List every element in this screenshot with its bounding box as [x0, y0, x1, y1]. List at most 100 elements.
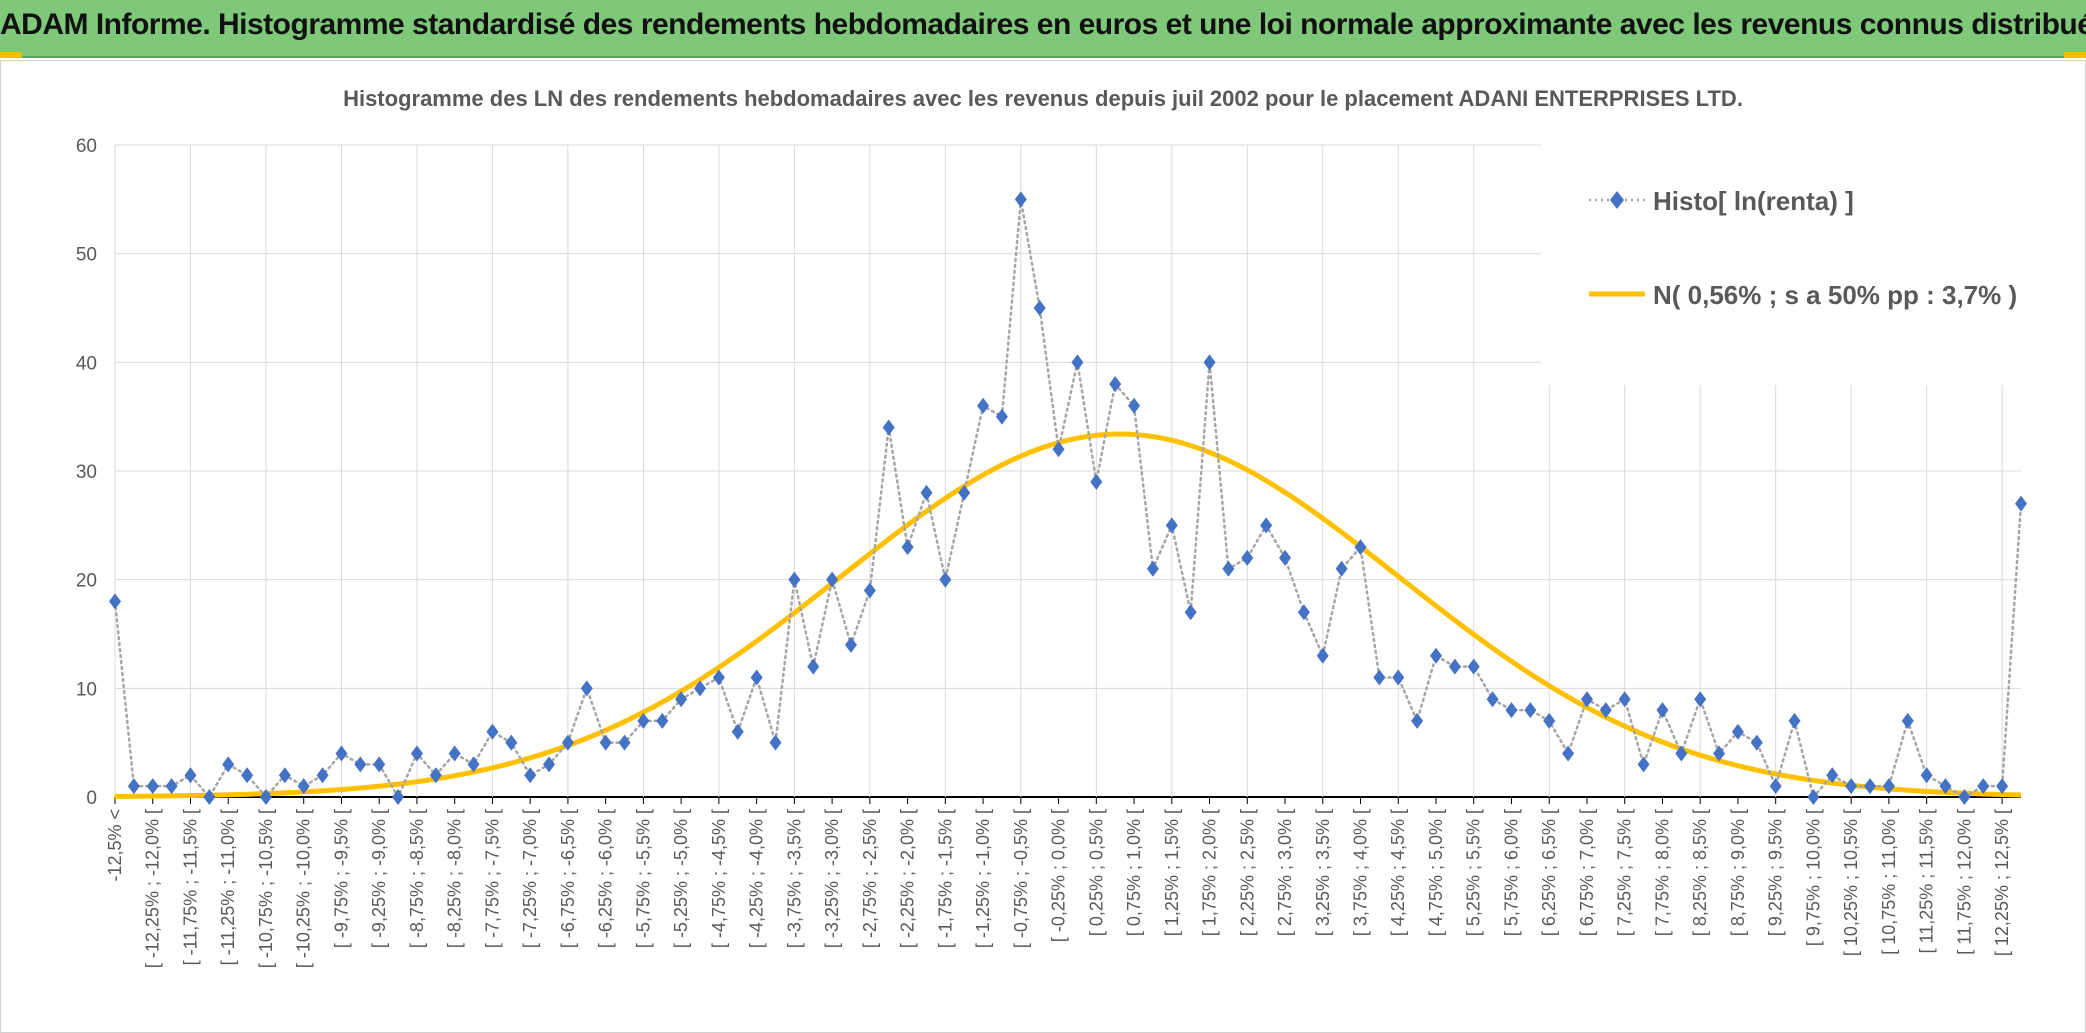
histogram-point [1109, 376, 1122, 393]
histogram-point [750, 669, 763, 686]
histogram-point [1864, 778, 1877, 795]
histogram-point [1694, 691, 1707, 708]
histogram-point [788, 571, 801, 588]
histogram-point [995, 408, 1008, 425]
histogram-point [1901, 712, 1914, 729]
x-axis-ticks: -12,5% < [ -12,25% ; -12,0% [[ -11,75% ; … [105, 797, 2012, 968]
x-tick-label: [ -11,75% ; -11,5% [ [180, 809, 200, 965]
x-tick-label: [ -3,25% ; -3,0% [ [822, 809, 842, 948]
histogram-point [769, 734, 782, 751]
legend: Histo[ ln(renta) ] N( 0,56% ; s a 50% pp … [1541, 123, 2021, 385]
histogram-point [165, 778, 178, 795]
x-tick-label: [ -6,75% ; -6,5% [ [558, 809, 578, 948]
histogram-point [1128, 397, 1141, 414]
histogram-point [1580, 691, 1593, 708]
x-tick-label: [ -8,25% ; -8,0% [ [445, 809, 465, 948]
legend-histo-label: Histo[ ln(renta) ] [1653, 186, 1854, 216]
x-tick-label: [ 0,25% ; 0,5% [ [1086, 809, 1106, 936]
y-tick-label: 20 [76, 571, 97, 592]
histogram-point [1562, 745, 1575, 762]
x-tick-label: [ 8,75% ; 9,0% [ [1728, 809, 1748, 936]
histogram-point [675, 691, 688, 708]
histogram-point [637, 712, 650, 729]
histogram-point [297, 778, 310, 795]
x-tick-label: [ 1,25% ; 1,5% [ [1162, 809, 1182, 936]
y-axis-ticks: 0 10 20 30 40 50 60 [76, 136, 97, 809]
histogram-point [1656, 702, 1669, 719]
histogram-point [656, 712, 669, 729]
histogram-point [1939, 778, 1952, 795]
histogram-point [826, 571, 839, 588]
x-tick-label: [ 2,25% ; 2,5% [ [1237, 809, 1257, 936]
x-tick-label: [ -10,75% ; -10,5% [ [256, 809, 276, 968]
histogram-point [1788, 712, 1801, 729]
histogram-point [958, 484, 971, 501]
histogram-point [1354, 539, 1367, 556]
histogram-point [1505, 702, 1518, 719]
x-tick-label: -12,5% < [105, 809, 125, 882]
histogram-point [1958, 789, 1971, 805]
histogram-point [863, 582, 876, 599]
histogram-point [1769, 778, 1782, 795]
histogram-point [278, 767, 291, 784]
histogram-point [1071, 354, 1084, 371]
y-tick-label: 60 [76, 136, 97, 157]
histogram-point [392, 789, 405, 805]
histogram-point [1524, 702, 1537, 719]
histogram-point [807, 658, 820, 675]
histogram-point [1373, 669, 1386, 686]
y-tick-label: 0 [86, 788, 97, 809]
histogram-point [1146, 560, 1159, 577]
histogram-point [1599, 702, 1612, 719]
y-tick-label: 30 [76, 462, 97, 483]
histogram-point [1882, 778, 1895, 795]
chart-area: Histogramme des LN des rendements hebdom… [0, 60, 2086, 1033]
histogram-point [561, 734, 574, 751]
histogram-point [977, 397, 990, 414]
x-tick-label: [ -6,25% ; -6,0% [ [596, 809, 616, 948]
histogram-point [939, 571, 952, 588]
x-tick-label: [ 9,75% ; 10,0% [ [1803, 809, 1823, 946]
histogram-point [543, 756, 556, 773]
histogram-point [1731, 723, 1744, 740]
x-tick-label: [ -4,75% ; -4,5% [ [709, 809, 729, 948]
histogram-point [1467, 658, 1480, 675]
histogram-point [1543, 712, 1556, 729]
histogram-point [882, 419, 895, 436]
x-tick-label: [ 7,75% ; 8,0% [ [1652, 809, 1672, 936]
normal-curve-line [114, 431, 2022, 799]
x-tick-label: [ -4,25% ; -4,0% [ [747, 809, 767, 948]
histogram-point [1996, 778, 2009, 795]
histogram-point [109, 593, 121, 610]
histogram-point [1335, 560, 1348, 577]
histogram-point [599, 734, 612, 751]
histogram-point [1090, 473, 1103, 490]
histogram-point [1411, 712, 1424, 729]
x-tick-label: [ -5,25% ; -5,0% [ [671, 809, 691, 948]
histogram-point [467, 756, 480, 773]
histogram-point [354, 756, 367, 773]
x-tick-label: [ 5,25% ; 5,5% [ [1464, 809, 1484, 936]
x-tick-label: [ -1,25% ; -1,0% [ [973, 809, 993, 948]
x-tick-label: [ -2,25% ; -2,0% [ [898, 809, 918, 948]
x-tick-label: [ -3,75% ; -3,5% [ [784, 809, 804, 948]
histogram-point [1448, 658, 1461, 675]
report-header: ADAM Informe. Histogramme standardisé de… [0, 0, 2086, 58]
grid-lines [114, 144, 2021, 798]
histogram-point [127, 778, 140, 795]
histogram-point [1052, 441, 1065, 458]
x-tick-label: [ -7,25% ; -7,0% [ [520, 809, 540, 948]
histogram-point [241, 767, 254, 784]
histogram-point [1203, 354, 1216, 371]
histogram-point [1279, 549, 1292, 566]
histogram-point [618, 734, 631, 751]
histogram-point [486, 723, 499, 740]
histogram-point [694, 680, 707, 697]
y-tick-label: 40 [76, 353, 97, 374]
histogram-point [1222, 560, 1235, 577]
x-tick-label: [ 1,75% ; 2,0% [ [1200, 809, 1220, 936]
header-right-accent [2064, 52, 2086, 58]
histogram-point [1241, 549, 1254, 566]
x-tick-label: [ 3,25% ; 3,5% [ [1313, 809, 1333, 936]
x-tick-label: [ 2,75% ; 3,0% [ [1275, 809, 1295, 936]
